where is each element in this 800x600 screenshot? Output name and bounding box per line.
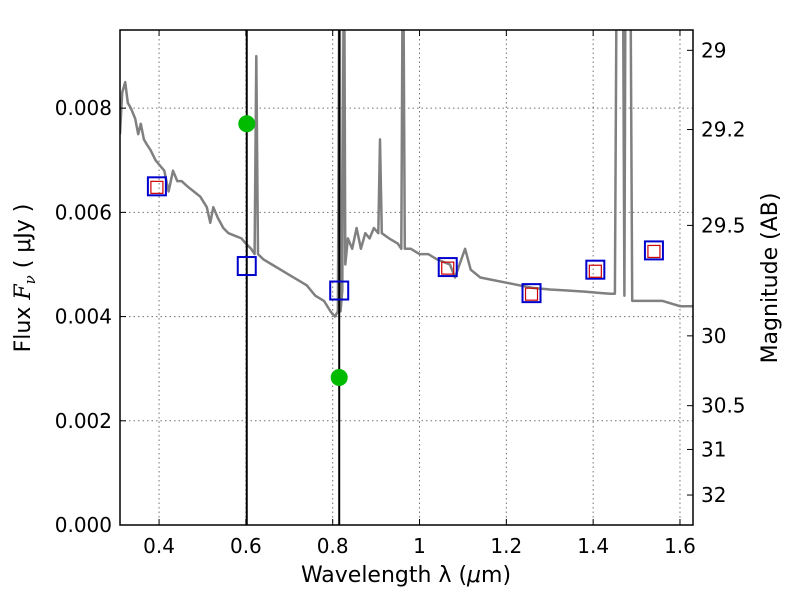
spectrum-line (120, 30, 693, 318)
observed-point (437, 257, 458, 278)
observed-point (643, 240, 664, 261)
ticks-layer: 0.4 0.6 0.8 1 1.2 1.4 1.6 0.000 0.002 0.004 0.006 0… (55, 30, 746, 558)
y-tick-label: 0.002 (55, 409, 112, 433)
x-tick-label: 1.4 (577, 534, 609, 558)
observed-point (521, 283, 542, 304)
observed-point (329, 280, 350, 301)
observed-point (236, 256, 257, 277)
y-tick-label: 0.000 (55, 513, 112, 537)
x-tick-label: 1 (413, 534, 426, 558)
x-axis-label: Wavelength λ (μm) (301, 563, 511, 588)
model-point (647, 244, 661, 259)
y-axis-label: Flux Fν ( μJy ) (11, 204, 39, 353)
y2-tick-label: 30.5 (701, 394, 746, 418)
y2-tick-label: 29 (701, 38, 726, 62)
model-point (150, 180, 164, 194)
y2-tick-label: 32 (701, 483, 726, 507)
upper-limit-point (330, 369, 348, 387)
y-tick-label: 0.008 (55, 96, 112, 120)
y-tick-label: 0.006 (55, 200, 112, 224)
model-point (588, 264, 602, 278)
x-tick-label: 0.8 (317, 534, 349, 558)
y2-tick-label: 29.2 (701, 118, 746, 142)
model-point (524, 287, 539, 301)
series-layer (120, 30, 693, 525)
model-point (441, 261, 455, 275)
observed-point (585, 259, 606, 280)
y2-tick-label: 31 (701, 437, 726, 461)
x-tick-label: 0.4 (143, 534, 175, 558)
y-tick-label: 0.004 (55, 305, 112, 329)
x-tick-label: 1.6 (664, 534, 696, 558)
upper-limit-point (238, 115, 256, 133)
observed-point (146, 176, 167, 197)
x-tick-label: 0.6 (230, 534, 262, 558)
grid-lines (120, 30, 693, 525)
y2-axis-label: Magnitude (AB) (758, 193, 783, 364)
y2-tick-label: 29.5 (701, 213, 746, 237)
plot-frame (119, 29, 694, 526)
x-tick-label: 1.2 (490, 534, 522, 558)
y2-tick-label: 30 (701, 324, 726, 348)
